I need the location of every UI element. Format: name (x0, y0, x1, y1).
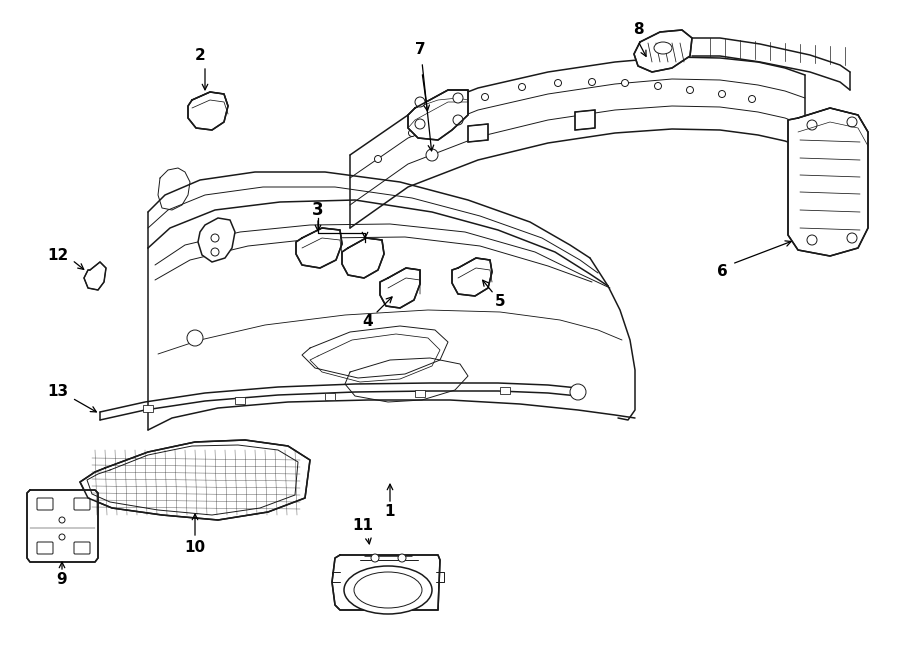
Circle shape (718, 91, 725, 98)
Text: 9: 9 (57, 572, 68, 588)
Text: 12: 12 (48, 247, 68, 262)
Polygon shape (634, 30, 692, 72)
Circle shape (445, 108, 452, 116)
Text: 10: 10 (184, 541, 205, 555)
Text: 11: 11 (353, 518, 374, 533)
Circle shape (807, 235, 817, 245)
Circle shape (570, 384, 586, 400)
Text: 7: 7 (415, 42, 426, 58)
Polygon shape (27, 490, 98, 562)
Text: 2: 2 (194, 48, 205, 63)
Circle shape (453, 115, 463, 125)
Polygon shape (408, 90, 468, 140)
Polygon shape (198, 218, 235, 262)
Text: 4: 4 (363, 315, 374, 329)
Circle shape (622, 79, 628, 87)
Text: 8: 8 (633, 22, 643, 38)
Polygon shape (788, 108, 868, 256)
Circle shape (426, 149, 438, 161)
FancyBboxPatch shape (143, 405, 153, 412)
Circle shape (59, 534, 65, 540)
Circle shape (847, 117, 857, 127)
FancyBboxPatch shape (415, 390, 425, 397)
Circle shape (211, 234, 219, 242)
Polygon shape (342, 238, 384, 278)
Polygon shape (452, 258, 492, 296)
FancyBboxPatch shape (500, 387, 510, 394)
Text: 6: 6 (716, 264, 727, 280)
Ellipse shape (344, 566, 432, 614)
Circle shape (409, 130, 416, 137)
Polygon shape (468, 124, 488, 142)
Circle shape (554, 79, 562, 87)
Text: 1: 1 (385, 504, 395, 520)
Polygon shape (80, 440, 310, 520)
Circle shape (749, 95, 755, 102)
Circle shape (654, 83, 662, 89)
Circle shape (59, 517, 65, 523)
Text: 5: 5 (495, 295, 505, 309)
Circle shape (398, 554, 406, 562)
Circle shape (371, 554, 379, 562)
Polygon shape (575, 110, 595, 130)
Text: 3: 3 (312, 201, 324, 219)
FancyBboxPatch shape (235, 397, 245, 404)
Circle shape (847, 233, 857, 243)
Polygon shape (188, 92, 228, 130)
Ellipse shape (654, 42, 672, 54)
Circle shape (518, 83, 526, 91)
Circle shape (589, 79, 596, 85)
Polygon shape (84, 262, 106, 290)
Text: 13: 13 (48, 385, 68, 399)
Circle shape (415, 97, 425, 107)
Polygon shape (296, 228, 342, 268)
Polygon shape (332, 555, 440, 610)
FancyBboxPatch shape (325, 393, 335, 400)
Circle shape (211, 248, 219, 256)
Polygon shape (380, 268, 420, 308)
Circle shape (687, 87, 694, 93)
Circle shape (482, 93, 489, 100)
Circle shape (374, 155, 382, 163)
Circle shape (187, 330, 203, 346)
Circle shape (415, 119, 425, 129)
Circle shape (807, 120, 817, 130)
Circle shape (453, 93, 463, 103)
